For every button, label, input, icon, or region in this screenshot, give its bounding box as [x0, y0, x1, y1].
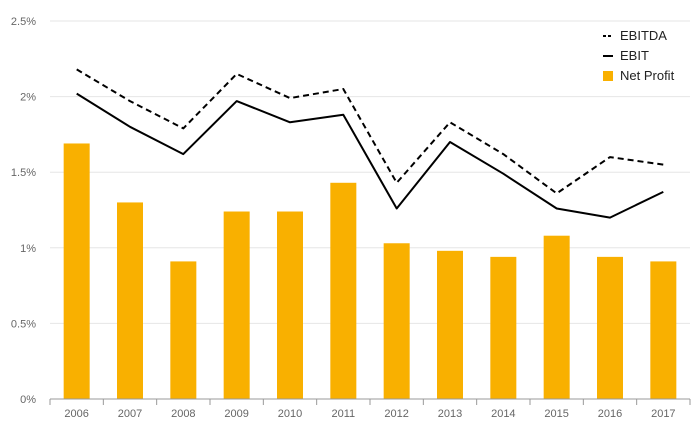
bar-net-profit	[543, 235, 570, 399]
legend-swatch-net-profit	[603, 71, 613, 81]
bar-net-profit	[170, 261, 197, 399]
x-tick-label: 2009	[224, 408, 248, 420]
legend: EBITDA EBIT Net Profit	[603, 28, 675, 83]
bar-net-profit	[490, 256, 517, 399]
bar-net-profit	[63, 143, 90, 399]
x-axis: 2006 2007 2008 2009 2010 2011 2012 2013 2014 2015…	[49, 398, 691, 420]
x-tick-label: 2013	[438, 408, 462, 420]
x-tick-label: 2008	[171, 408, 195, 420]
bar-net-profit	[277, 211, 303, 399]
x-tick-label: 2011	[332, 408, 356, 420]
y-tick-label: 1.5%	[11, 167, 36, 179]
bar-net-profit	[117, 202, 143, 399]
bar-net-profit	[330, 182, 357, 399]
x-tick-label: 2014	[491, 408, 515, 420]
y-tick-label: 2.5%	[11, 16, 36, 28]
bars	[63, 143, 677, 399]
y-axis: 0% 0.5% 1% 1.5% 2% 2.5%	[11, 16, 36, 406]
x-tick-label: 2010	[278, 408, 302, 420]
line-ebit	[76, 92, 664, 219]
y-tick-label: 0.5%	[11, 318, 36, 330]
x-tick-label: 2015	[544, 408, 568, 420]
bar-net-profit	[223, 211, 250, 399]
bar-net-profit	[383, 243, 410, 399]
y-tick-label: 1%	[20, 243, 36, 255]
x-tick-label: 2006	[64, 408, 88, 420]
legend-label-ebit: EBIT	[620, 48, 649, 63]
x-tick-label: 2012	[384, 408, 408, 420]
line-ebitda	[76, 68, 664, 195]
lines	[76, 68, 664, 219]
legend-label-ebitda: EBITDA	[620, 28, 667, 43]
x-tick-label: 2017	[651, 408, 675, 420]
y-tick-label: 0%	[20, 394, 36, 406]
x-tick-label: 2007	[118, 408, 142, 420]
bar-net-profit	[597, 256, 623, 399]
x-tick-label: 2016	[598, 408, 622, 420]
grid	[50, 20, 690, 324]
bar-net-profit	[650, 261, 677, 399]
y-tick-label: 2%	[20, 92, 36, 104]
bar-net-profit	[437, 250, 463, 399]
legend-label-net-profit: Net Profit	[620, 68, 675, 83]
